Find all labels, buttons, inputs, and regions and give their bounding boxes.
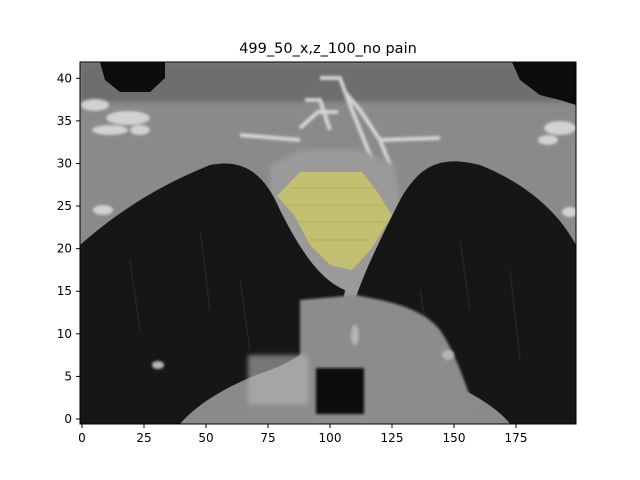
- x-tick-label: 125: [381, 431, 404, 445]
- x-axis: 0 25 50 75 100 125 150 175: [78, 424, 527, 445]
- y-tick-label: 10: [57, 327, 72, 341]
- y-tick-label: 15: [57, 284, 72, 298]
- x-tick-label: 100: [319, 431, 342, 445]
- plot-title: 499_50_x,z_100_no pain: [239, 41, 417, 57]
- x-tick-label: 0: [78, 431, 86, 445]
- y-tick-label: 25: [57, 199, 72, 213]
- x-tick-label: 150: [443, 431, 466, 445]
- y-axis: 0 5 10 15 20 25 30 35 40: [57, 71, 80, 426]
- y-tick-label: 20: [57, 242, 72, 256]
- y-tick-label: 5: [64, 369, 72, 383]
- x-tick-label: 75: [260, 431, 275, 445]
- y-tick-label: 0: [64, 412, 72, 426]
- x-tick-label: 175: [505, 431, 528, 445]
- y-tick-label: 40: [57, 71, 72, 85]
- y-tick-label: 30: [57, 156, 72, 170]
- x-tick-label: 25: [136, 431, 151, 445]
- x-tick-label: 50: [198, 431, 213, 445]
- axes-frame: [79, 61, 577, 425]
- y-tick-label: 35: [57, 114, 72, 128]
- ct-image: [80, 62, 576, 424]
